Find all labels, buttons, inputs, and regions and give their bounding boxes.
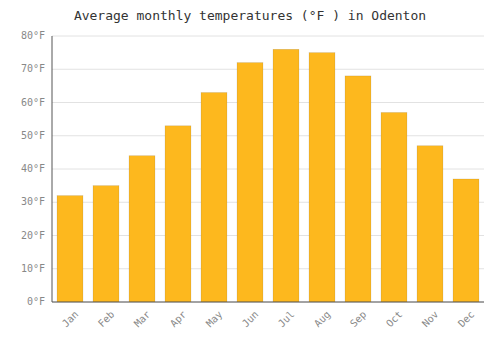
y-tick-label: 10°F: [21, 263, 45, 274]
x-tick-label: Aug: [312, 309, 333, 330]
x-axis-line: [52, 302, 484, 303]
y-tick-label: 60°F: [21, 97, 45, 108]
x-tick-label: May: [204, 309, 225, 330]
x-axis-ticks: Jan Feb Mar Apr May Jun Jul Aug Sep Oct Nov Dec: [60, 309, 477, 330]
grid-line: [52, 135, 484, 136]
bars: [57, 49, 479, 302]
y-tick-label: 20°F: [21, 230, 45, 241]
grid-line: [52, 69, 484, 70]
bar: [165, 126, 191, 302]
bar: [273, 49, 299, 302]
bar: [309, 53, 335, 302]
y-tick-label: 70°F: [21, 63, 45, 74]
x-tick-label: Jan: [60, 309, 81, 330]
x-tick-label: Feb: [96, 309, 117, 330]
bar: [201, 93, 227, 302]
y-tick-label: 80°F: [21, 30, 45, 41]
bar: [381, 112, 407, 302]
bar: [417, 146, 443, 302]
y-tick-label: 40°F: [21, 163, 45, 174]
y-tick-label: 0°F: [27, 296, 45, 307]
bar: [453, 179, 479, 302]
grid-line: [52, 302, 484, 303]
axes: [52, 36, 484, 302]
x-tick-label: Dec: [456, 309, 477, 330]
x-tick-label: Nov: [420, 309, 441, 330]
grid: [52, 36, 484, 302]
chart: Average monthly temperatures (°F ) in Od…: [0, 0, 500, 350]
y-axis-line: [52, 36, 53, 302]
x-tick-label: Oct: [384, 309, 405, 330]
bar: [129, 156, 155, 302]
grid-line: [52, 36, 484, 37]
chart-container: Average monthly temperatures (°F ) in Od…: [0, 0, 500, 350]
bar: [57, 196, 83, 302]
x-tick-label: Mar: [132, 309, 153, 330]
y-tick-label: 50°F: [21, 130, 45, 141]
y-tick-label: 30°F: [21, 196, 45, 207]
x-tick-label: Sep: [348, 309, 369, 330]
x-tick-label: Jun: [240, 309, 261, 330]
bar: [93, 186, 119, 302]
grid-line: [52, 102, 484, 103]
x-tick-label: Jul: [276, 309, 297, 330]
y-axis-ticks: 0°F 10°F 20°F 30°F 40°F 50°F 60°F 70°F 80°F: [21, 30, 45, 307]
bar: [345, 76, 371, 302]
bar: [237, 63, 263, 302]
x-tick-label: Apr: [168, 309, 189, 330]
title: Average monthly temperatures (°F ) in Od…: [74, 8, 426, 23]
